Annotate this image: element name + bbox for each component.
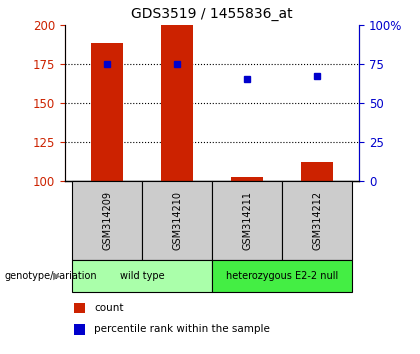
Text: GSM314211: GSM314211 <box>242 191 252 250</box>
Bar <box>302 162 333 181</box>
Bar <box>231 177 263 181</box>
Text: heterozygous E2-2 null: heterozygous E2-2 null <box>226 271 338 281</box>
Bar <box>161 25 193 181</box>
Text: GSM314209: GSM314209 <box>102 191 112 250</box>
Text: percentile rank within the sample: percentile rank within the sample <box>94 324 270 334</box>
Bar <box>212 260 352 292</box>
Text: wild type: wild type <box>120 271 164 281</box>
Text: GSM314210: GSM314210 <box>172 191 182 250</box>
Bar <box>212 181 282 260</box>
Bar <box>72 181 142 260</box>
Text: GSM314212: GSM314212 <box>312 191 322 250</box>
Bar <box>72 260 212 292</box>
Text: count: count <box>94 303 124 313</box>
Title: GDS3519 / 1455836_at: GDS3519 / 1455836_at <box>131 7 293 21</box>
Bar <box>142 181 212 260</box>
Text: genotype/variation: genotype/variation <box>4 271 97 281</box>
Text: ▶: ▶ <box>52 271 60 281</box>
Bar <box>92 44 123 181</box>
Bar <box>282 181 352 260</box>
